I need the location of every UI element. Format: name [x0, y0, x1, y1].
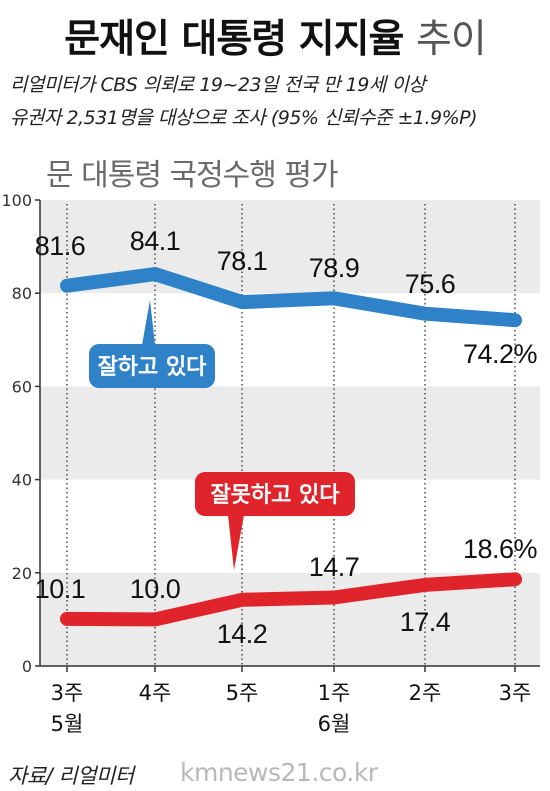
x-tick-label: 1주 — [318, 681, 351, 705]
callout-negative-pointer — [228, 515, 244, 570]
x-tick-label: 3주 — [499, 681, 532, 705]
title-main: 문재인 대통령 지지율 — [64, 17, 404, 62]
positive-data-label: 75.6 — [405, 269, 456, 299]
callout-positive-label: 잘하고 있다 — [98, 355, 208, 380]
positive-series-line — [60, 267, 522, 328]
chart-title: 문 대통령 국정수행 평가 — [46, 158, 339, 193]
page-title: 문재인 대통령 지지율 추이 — [0, 8, 550, 64]
callout-negative-label: 잘못하고 있다 — [210, 483, 340, 508]
description-line-1: 리얼미터가 CBS 의뢰로 19~23일 전국 만 19세 이상 — [10, 74, 426, 96]
negative-data-label: 10.1 — [35, 574, 86, 604]
negative-data-label: 14.7 — [309, 552, 360, 582]
y-tick-label: 100 — [1, 191, 32, 210]
x-tick-label: 3주 — [51, 681, 84, 705]
x-month-label: 5월 — [51, 712, 84, 736]
grid-band — [40, 386, 540, 480]
x-tick-label: 5주 — [226, 681, 259, 705]
positive-data-label: 78.1 — [217, 246, 268, 276]
callout-positive: 잘하고 있다 — [89, 300, 215, 388]
callout-negative-box — [195, 472, 355, 516]
positive-data-label: 84.1 — [130, 226, 181, 256]
watermark: kmnews21.co.kr — [180, 758, 378, 787]
x-month-label: 6월 — [318, 712, 351, 736]
positive-data-label: 78.9 — [309, 253, 360, 283]
y-tick-label: 40 — [12, 471, 32, 490]
y-tick-label: 20 — [12, 564, 32, 583]
chart-series — [60, 267, 522, 627]
y-tick-label: 60 — [12, 377, 32, 396]
source-note: 자료/ 리얼미터 — [8, 764, 134, 788]
y-axis: 0 20 40 60 80 100 — [1, 191, 41, 676]
callout-negative: 잘못하고 있다 — [195, 472, 355, 570]
positive-data-label: 81.6 — [35, 231, 86, 261]
x-axis: 3주 5월 4주 5주 1주 6월 2주 3주 — [40, 665, 540, 736]
callout-positive-pointer — [142, 300, 155, 345]
y-tick-label: 0 — [22, 657, 32, 676]
positive-data-label: 74.2% — [463, 339, 538, 369]
y-tick-label: 80 — [12, 284, 32, 303]
chart-data-labels: 81.6 84.1 78.1 78.9 75.6 74.2% 10.1 10.0 14.2 14.… — [35, 226, 538, 649]
negative-series-line — [60, 572, 522, 627]
negative-data-label: 10.0 — [130, 574, 181, 604]
x-tick-label: 2주 — [409, 681, 442, 705]
negative-data-label: 18.6% — [463, 534, 538, 564]
negative-data-label: 14.2 — [217, 619, 268, 649]
x-tick-label: 4주 — [139, 681, 172, 705]
negative-data-label: 17.4 — [400, 607, 451, 637]
description-line-2: 유권자 2,531명을 대상으로 조사 (95% 신뢰수준 ±1.9%P) — [10, 107, 478, 129]
callout-positive-box — [89, 344, 215, 388]
title-light: 추이 — [415, 17, 487, 62]
